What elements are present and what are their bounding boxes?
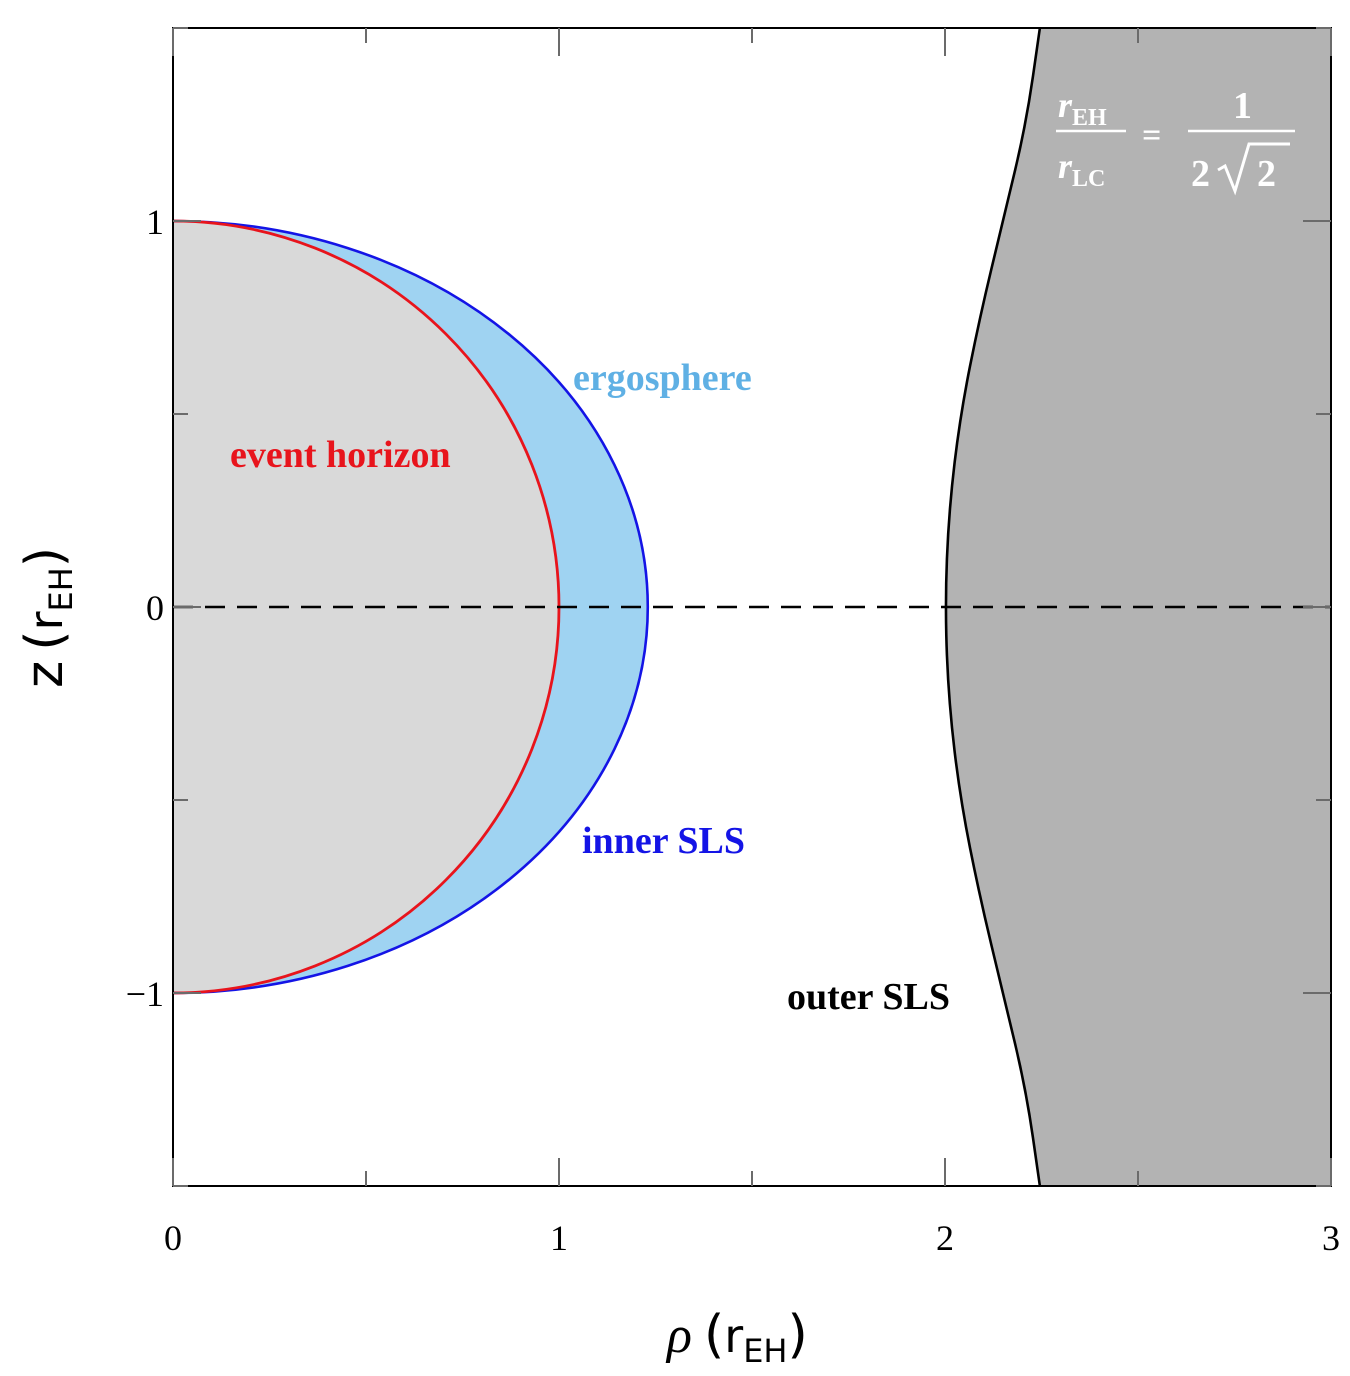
x-axis-close-paren: ): [787, 1305, 807, 1365]
y-axis-unit-base: r: [19, 611, 73, 630]
y-axis-title: z (rEH): [15, 547, 80, 688]
ratio-equals: =: [1142, 117, 1161, 154]
inner-sls-label: inner SLS: [582, 820, 745, 862]
ratio-denominator-base: r: [1058, 146, 1073, 186]
x-axis-title: ρ (rEH): [665, 1305, 808, 1370]
ratio-numerator: rEH: [1058, 85, 1107, 131]
x-tick-label: 0: [164, 1218, 182, 1258]
y-tick-label: 0: [146, 588, 164, 628]
y-axis-title-group: z (rEH): [15, 547, 80, 688]
x-tick-label: 1: [550, 1218, 568, 1258]
y-axis-unit-sub: EH: [42, 567, 80, 611]
outer-sls-curve: [944, 27, 1042, 1187]
x-tick-label: 2: [936, 1218, 954, 1258]
ratio-numerator-base: r: [1058, 85, 1073, 125]
y-tick-label: −1: [126, 974, 164, 1014]
ratio-numerator-sub: EH: [1072, 105, 1107, 131]
event-horizon-label: event horizon: [230, 434, 451, 476]
ratio-rhs-numerator: 1: [1233, 85, 1252, 127]
x-axis-symbol: ρ: [665, 1307, 692, 1364]
inner-sls-curve: [172, 219, 649, 995]
x-axis-unit-sub: EH: [743, 1332, 787, 1370]
x-axis-unit-base: r: [724, 1309, 743, 1363]
outer-sls-label: outer SLS: [787, 976, 950, 1018]
y-axis-open-paren: (: [15, 630, 75, 650]
x-tick-label: 3: [1322, 1218, 1340, 1258]
ratio-denominator: rLC: [1058, 146, 1105, 192]
ratio-denominator-sub: LC: [1072, 166, 1105, 192]
y-tick-label: 1: [146, 202, 164, 242]
ratio-annotation: rEH rLC = 1 2 2: [1056, 85, 1295, 196]
axis-ticks: [172, 27, 1332, 1187]
y-axis-symbol: z: [15, 661, 75, 688]
y-axis-close-paren: ): [15, 547, 75, 567]
ratio-rhs-coef: 2: [1191, 153, 1210, 195]
x-axis-open-paren: (: [704, 1305, 724, 1365]
ratio-rhs-root: 2: [1257, 153, 1276, 195]
tick-labels: 0 1 2 3 1 0 −1: [126, 202, 1340, 1258]
sqrt-radical: [1217, 142, 1290, 196]
ergosphere-label: ergosphere: [573, 357, 752, 399]
